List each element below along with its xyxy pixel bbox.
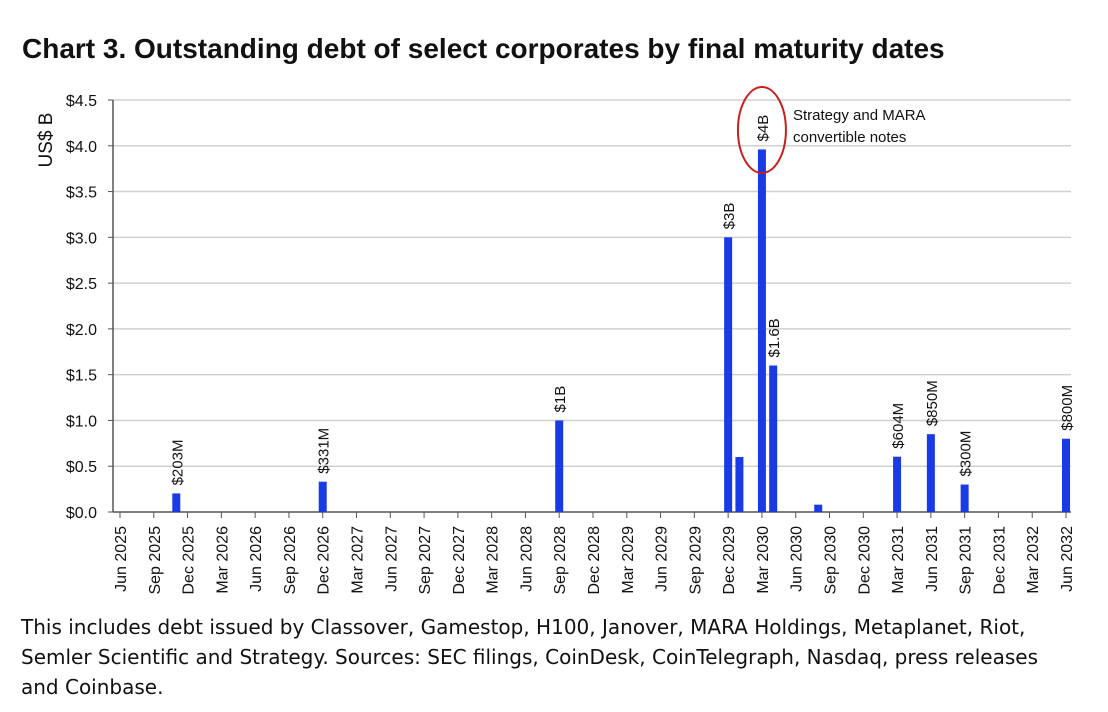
bar	[926, 434, 935, 512]
x-tick-label: Mar 2030	[755, 526, 772, 594]
x-tick-label: Jun 2031	[924, 526, 941, 592]
chart: Chart 3. Outstanding debt of select corp…	[22, 33, 1076, 595]
annotation: convertible notes	[793, 129, 906, 146]
x-tick-label: Jun 2030	[789, 526, 806, 592]
y-tick-label: $3.0	[66, 230, 97, 247]
bar	[555, 420, 564, 512]
x-tick-label: Sep 2031	[958, 526, 975, 595]
y-tick-label: $4.0	[66, 139, 97, 156]
x-tick-label: Dec 2026	[316, 526, 333, 595]
x-tick-label: Jun 2028	[518, 526, 535, 592]
x-tick-label: Mar 2029	[620, 526, 637, 594]
footnote: This includes debt issued by Classover, …	[21, 615, 1038, 699]
value-label: $4B	[755, 115, 772, 142]
bar	[1062, 438, 1070, 512]
y-tick-label: $2.5	[66, 276, 97, 293]
x-tick-label: Mar 2031	[890, 526, 907, 594]
bar	[757, 149, 766, 512]
x-tick-label: Jun 2026	[248, 526, 265, 592]
x-tick-label: Dec 2031	[991, 526, 1008, 595]
bar	[960, 484, 969, 512]
annotation: Strategy and MARA	[793, 107, 926, 124]
x-tick-label: Jun 2032	[1059, 526, 1076, 592]
value-label: $800M	[1059, 385, 1076, 431]
bar	[724, 237, 733, 513]
x-tick-label: Mar 2032	[1025, 526, 1042, 594]
bar	[318, 481, 327, 512]
highlight-circle	[736, 86, 787, 174]
x-tick-label: Sep 2028	[552, 526, 569, 595]
y-tick-label: $0.5	[66, 459, 97, 476]
x-tick-label: Sep 2029	[687, 526, 704, 595]
bar	[769, 365, 778, 512]
x-tick-label: Mar 2028	[485, 526, 502, 594]
bar	[814, 504, 823, 512]
y-tick-label: $1.0	[66, 413, 97, 430]
y-tick-label: $1.5	[66, 368, 97, 385]
chart-title: Chart 3. Outstanding debt of select corp…	[22, 33, 945, 64]
value-label: $203M	[169, 440, 186, 486]
x-tick-label: Jun 2025	[113, 526, 130, 592]
bar	[172, 493, 181, 512]
x-tick-label: Mar 2026	[214, 526, 231, 594]
x-tick-label: Dec 2025	[181, 526, 198, 595]
value-label: $1B	[552, 386, 569, 413]
value-label: $3B	[721, 203, 738, 230]
x-tick-label: Mar 2027	[350, 526, 367, 594]
value-label: $1.6B	[766, 318, 783, 357]
bar	[735, 457, 744, 512]
y-tick-label: $4.5	[66, 93, 97, 110]
y-tick-label: $0.0	[66, 505, 97, 522]
x-tick-label: Jun 2027	[383, 526, 400, 592]
x-tick-label: Jun 2029	[654, 526, 671, 592]
value-label: $604M	[890, 403, 907, 449]
x-tick-label: Dec 2029	[721, 526, 738, 595]
y-tick-label: $3.5	[66, 185, 97, 202]
y-tick-label: $2.0	[66, 322, 97, 339]
value-label: $300M	[958, 431, 975, 477]
x-tick-label: Dec 2030	[856, 526, 873, 595]
bar	[893, 456, 902, 512]
x-tick-label: Dec 2028	[586, 526, 603, 595]
x-tick-label: Sep 2027	[417, 526, 434, 595]
y-axis-label: US$ B	[36, 113, 57, 168]
x-tick-label: Sep 2025	[147, 526, 164, 595]
value-label: $850M	[924, 380, 941, 426]
x-tick-label: Sep 2030	[823, 526, 840, 595]
value-label: $331M	[316, 428, 333, 474]
x-tick-label: Dec 2027	[451, 526, 468, 595]
x-tick-label: Sep 2026	[282, 526, 299, 595]
